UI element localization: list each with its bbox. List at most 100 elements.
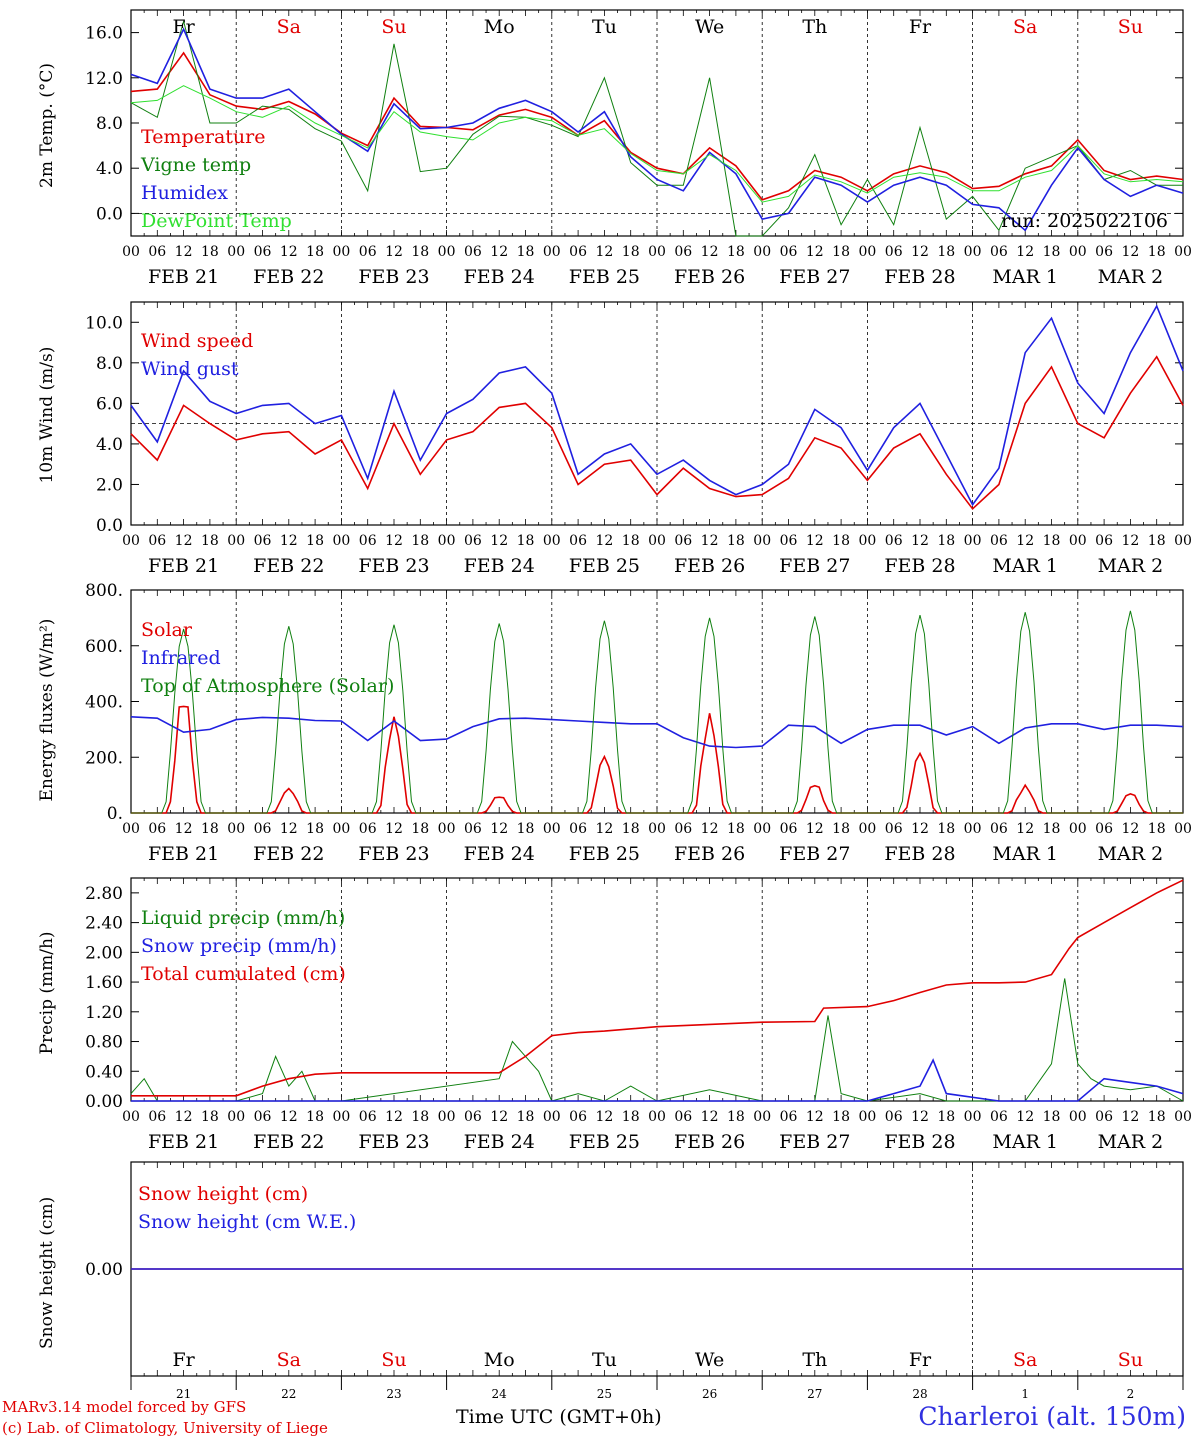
weekday-label-top: Fr (909, 16, 932, 38)
y-tick-label: 8.0 (96, 114, 123, 134)
hour-tick-label: 18 (622, 244, 640, 260)
hour-tick-label: 00 (648, 1109, 666, 1125)
hour-tick-label: 06 (990, 821, 1008, 837)
date-label: MAR 2 (1098, 843, 1164, 865)
hour-tick-label: 06 (254, 533, 272, 549)
weekday-label-bottom: Mo (484, 1349, 515, 1371)
weekday-label-top: Su (1118, 16, 1143, 38)
y-axis-label: 2m Temp. (°C) (37, 63, 57, 188)
hour-tick-label: 18 (517, 1109, 535, 1125)
date-label: FEB 26 (674, 555, 745, 577)
hour-tick-label: 18 (832, 533, 850, 549)
hour-tick-label: 00 (227, 533, 245, 549)
date-label: FEB 25 (569, 266, 640, 288)
hour-tick-label: 12 (175, 533, 193, 549)
date-label: FEB 28 (884, 555, 955, 577)
hour-tick-label: 12 (490, 533, 508, 549)
hour-tick-label: 12 (490, 821, 508, 837)
day-number-label: 27 (807, 1387, 822, 1401)
hour-tick-label: 06 (148, 244, 166, 260)
y-tick-label: 6.0 (96, 394, 123, 414)
hour-tick-label: 12 (806, 821, 824, 837)
hour-tick-label: 12 (911, 244, 929, 260)
hour-tick-label: 06 (990, 533, 1008, 549)
hour-tick-label: 00 (858, 821, 876, 837)
series-line-temperature (130, 51, 1184, 201)
hour-tick-label: 00 (964, 244, 982, 260)
weekday-label-bottom: Su (381, 1349, 406, 1371)
weekday-label-bottom: Sa (1013, 1349, 1037, 1371)
hour-tick-label: 12 (280, 821, 298, 837)
hour-tick-label: 00 (648, 821, 666, 837)
hour-tick-label: 06 (674, 244, 692, 260)
hour-tick-label: 06 (464, 244, 482, 260)
weekday-label-top: Fr (172, 16, 195, 38)
hour-tick-label: 00 (964, 821, 982, 837)
hour-tick-label: 18 (937, 244, 955, 260)
hour-tick-label: 12 (280, 533, 298, 549)
hour-tick-label: 12 (1016, 821, 1034, 837)
hour-tick-label: 00 (122, 244, 140, 260)
hour-tick-label: 12 (595, 821, 613, 837)
hour-tick-label: 12 (911, 533, 929, 549)
hour-tick-label: 00 (964, 1109, 982, 1125)
hour-tick-label: 06 (148, 821, 166, 837)
hour-tick-label: 18 (517, 533, 535, 549)
weekday-label-top: Mo (484, 16, 515, 38)
hour-tick-label: 18 (727, 1109, 745, 1125)
hour-tick-label: 12 (595, 533, 613, 549)
hour-tick-label: 00 (1069, 821, 1087, 837)
hour-tick-label: 12 (175, 821, 193, 837)
legend-entry: Humidex (141, 182, 228, 204)
hour-tick-label: 06 (990, 244, 1008, 260)
date-label: FEB 22 (253, 1131, 324, 1153)
series-line-vigne-temp (130, 19, 1183, 237)
date-label: FEB 22 (253, 266, 324, 288)
date-label: FEB 27 (779, 266, 850, 288)
hour-tick-label: 18 (727, 533, 745, 549)
hour-tick-label: 18 (1043, 533, 1061, 549)
y-tick-label: 600. (85, 637, 123, 657)
hour-tick-label: 18 (517, 821, 535, 837)
hour-tick-label: 18 (937, 533, 955, 549)
legend-entry: Liquid precip (mm/h) (141, 907, 345, 929)
date-label: FEB 26 (674, 843, 745, 865)
y-tick-label: 4.0 (96, 159, 123, 179)
day-number-label: 21 (176, 1387, 191, 1401)
hour-tick-label: 06 (780, 244, 798, 260)
legend-entry: Total cumulated (cm) (141, 963, 346, 985)
hour-tick-label: 12 (280, 1109, 298, 1125)
hour-tick-label: 00 (858, 1109, 876, 1125)
hour-tick-label: 18 (1148, 1109, 1166, 1125)
hour-tick-label: 00 (648, 533, 666, 549)
hour-tick-label: 06 (359, 1109, 377, 1125)
hour-tick-label: 06 (674, 821, 692, 837)
hour-tick-label: 00 (438, 1109, 456, 1125)
hour-tick-label: 00 (543, 1109, 561, 1125)
date-label: FEB 21 (148, 555, 219, 577)
hour-tick-label: 06 (569, 533, 587, 549)
hour-tick-label: 00 (543, 244, 561, 260)
y-tick-label: 10.0 (85, 313, 123, 333)
hour-tick-label: 12 (806, 244, 824, 260)
series-line-total-cumulated-cm- (131, 879, 1184, 1097)
day-number-label: 26 (702, 1387, 717, 1401)
day-number-label: 2 (1127, 1387, 1135, 1401)
hour-tick-label: 12 (1016, 533, 1034, 549)
date-label: FEB 21 (148, 843, 219, 865)
date-label: MAR 2 (1098, 1131, 1164, 1153)
date-label: FEB 24 (464, 266, 535, 288)
date-label: FEB 22 (253, 843, 324, 865)
legend-entry: DewPoint Temp (141, 210, 292, 232)
hour-tick-label: 00 (1069, 244, 1087, 260)
legend-entry: Wind speed (141, 330, 253, 352)
date-label: FEB 26 (674, 266, 745, 288)
hour-tick-label: 06 (254, 1109, 272, 1125)
hour-tick-label: 12 (911, 1109, 929, 1125)
hour-tick-label: 18 (306, 533, 324, 549)
y-tick-label: 0.0 (96, 204, 123, 224)
hour-tick-label: 18 (201, 1109, 219, 1125)
y-tick-label: 200. (85, 748, 123, 768)
date-label: FEB 21 (148, 1131, 219, 1153)
